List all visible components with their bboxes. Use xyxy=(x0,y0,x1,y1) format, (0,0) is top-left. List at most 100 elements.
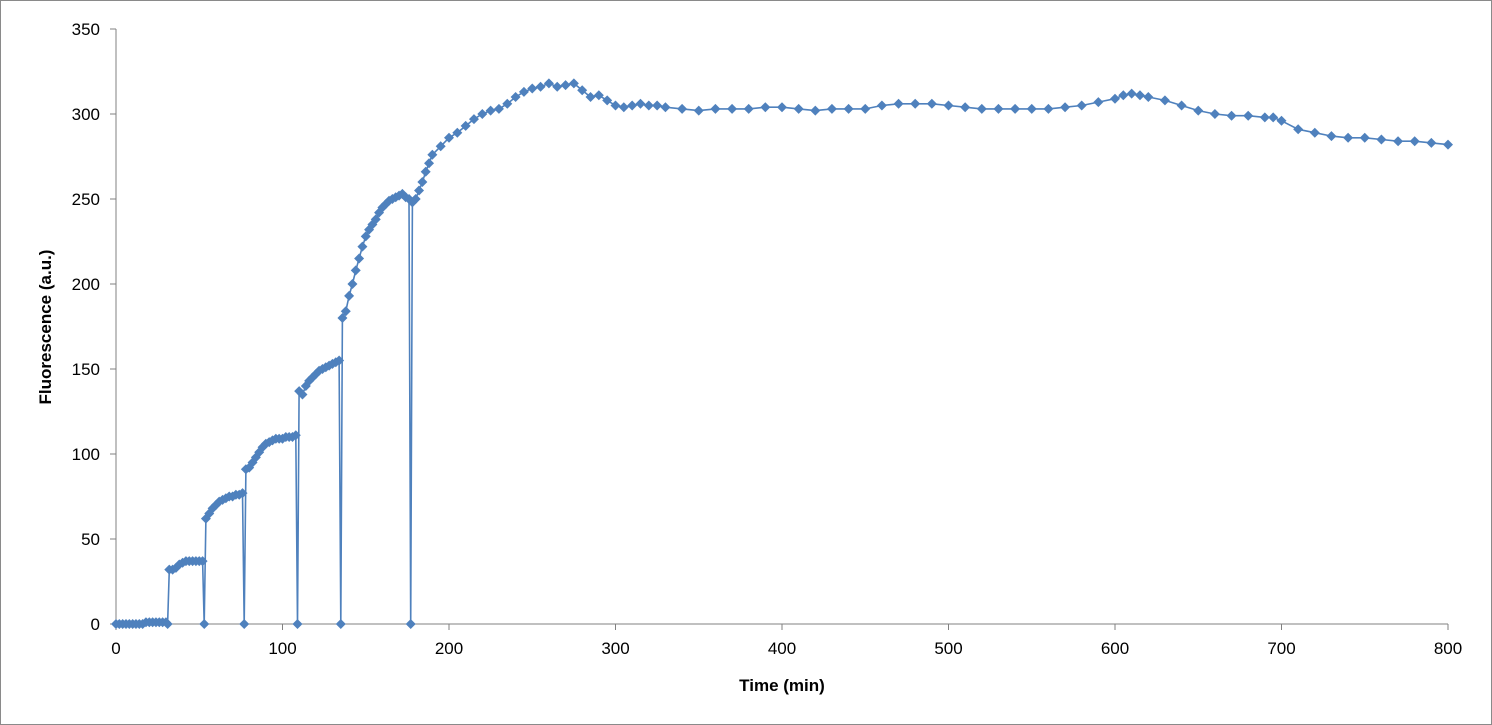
data-point xyxy=(635,98,646,109)
data-point xyxy=(1026,103,1037,114)
data-point xyxy=(1209,109,1220,119)
data-point xyxy=(1193,105,1204,116)
data-point xyxy=(1143,92,1154,102)
data-point xyxy=(1293,124,1304,135)
y-tick-label: 200 xyxy=(72,275,100,294)
data-point xyxy=(334,355,345,366)
data-point xyxy=(337,313,348,323)
x-tick-label: 200 xyxy=(435,639,463,658)
data-point xyxy=(360,231,371,242)
data-point xyxy=(910,98,921,109)
data-point xyxy=(710,103,721,114)
data-point xyxy=(410,194,421,204)
data-point xyxy=(197,556,208,567)
data-point xyxy=(568,78,579,89)
data-point xyxy=(552,81,563,92)
data-point xyxy=(643,100,654,111)
data-point xyxy=(199,619,210,629)
data-point xyxy=(477,109,488,119)
data-point xyxy=(292,619,303,629)
data-point xyxy=(585,92,596,102)
data-point xyxy=(810,105,821,116)
data-point xyxy=(1159,95,1170,106)
data-point xyxy=(760,102,771,113)
data-point xyxy=(435,141,446,152)
data-point xyxy=(1393,136,1404,147)
y-tick-label: 250 xyxy=(72,190,100,209)
data-point xyxy=(340,306,351,317)
data-point xyxy=(1409,136,1420,147)
data-point xyxy=(485,105,496,116)
x-axis: 0 100 200 300 400 500 600 700 800 xyxy=(111,623,1462,658)
data-point xyxy=(1118,90,1129,101)
data-point xyxy=(493,103,504,114)
x-tick-label: 100 xyxy=(268,639,296,658)
data-point xyxy=(502,98,513,109)
data-point xyxy=(347,279,358,289)
data-point xyxy=(354,253,365,264)
data-point xyxy=(1359,132,1370,143)
data-point xyxy=(543,78,554,89)
data-point xyxy=(427,149,438,160)
data-point xyxy=(350,265,361,276)
x-tick-label: 300 xyxy=(601,639,629,658)
x-tick-label: 600 xyxy=(1101,639,1129,658)
data-point xyxy=(1043,103,1054,114)
data-point xyxy=(1110,93,1120,104)
data-point xyxy=(1426,137,1437,148)
x-tick-label: 500 xyxy=(934,639,962,658)
series-line xyxy=(116,82,1449,625)
data-point xyxy=(577,85,588,96)
data-point xyxy=(602,95,613,106)
data-point xyxy=(1093,97,1104,108)
data-point xyxy=(843,103,854,114)
data-point xyxy=(660,102,671,113)
y-tick-label: 300 xyxy=(72,105,100,124)
data-point xyxy=(452,127,463,138)
data-point xyxy=(618,102,629,113)
data-point xyxy=(1259,112,1270,123)
data-point xyxy=(1226,110,1237,121)
data-point xyxy=(727,103,738,114)
data-point xyxy=(1268,112,1279,123)
data-point xyxy=(420,166,431,177)
data-point xyxy=(652,100,663,111)
data-point xyxy=(237,488,248,499)
data-point xyxy=(1309,127,1320,138)
x-axis-title: Time (min) xyxy=(739,676,825,695)
data-point xyxy=(743,103,754,114)
data-point xyxy=(993,103,1004,114)
data-point xyxy=(976,103,987,114)
data-point xyxy=(239,619,250,629)
data-point xyxy=(1276,115,1287,126)
data-point xyxy=(535,81,546,92)
data-point xyxy=(1376,134,1387,145)
data-point xyxy=(468,114,479,125)
data-point xyxy=(943,100,954,111)
data-point xyxy=(593,90,604,101)
data-point xyxy=(876,100,887,111)
y-tick-label: 50 xyxy=(81,530,100,549)
y-axis: 0 50 100 150 200 250 300 350 xyxy=(72,20,117,634)
data-point xyxy=(1343,132,1354,143)
data-point xyxy=(793,103,804,114)
data-point xyxy=(1134,90,1145,101)
data-point xyxy=(627,100,638,111)
data-point xyxy=(860,103,871,114)
data-point xyxy=(1176,100,1187,111)
data-point xyxy=(335,619,346,629)
data-point xyxy=(162,619,173,629)
data-point xyxy=(417,177,428,187)
x-tick-label: 700 xyxy=(1267,639,1295,658)
data-point xyxy=(610,100,621,111)
y-tick-label: 0 xyxy=(91,615,100,634)
x-tick-label: 800 xyxy=(1434,639,1462,658)
data-point xyxy=(344,290,355,301)
data-point xyxy=(826,103,837,114)
y-axis-title: Fluorescence (a.u.) xyxy=(36,250,55,405)
data-point xyxy=(460,120,471,131)
data-point xyxy=(560,80,571,91)
data-point xyxy=(1243,110,1254,121)
data-point xyxy=(527,83,538,94)
